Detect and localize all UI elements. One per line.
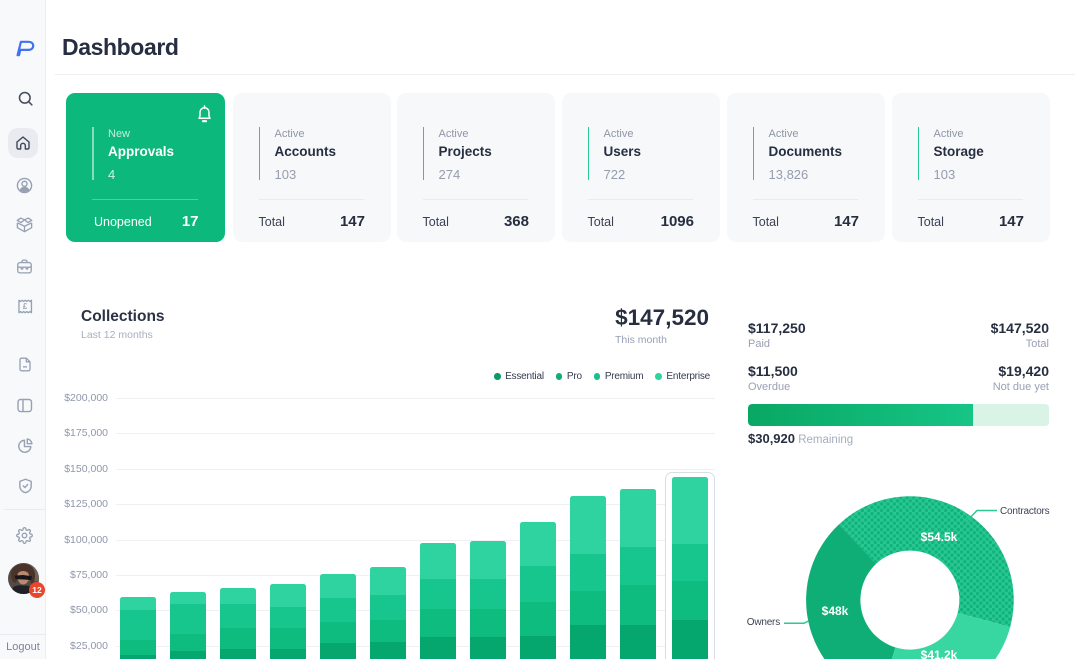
svg-text:£: £ [23,302,28,311]
